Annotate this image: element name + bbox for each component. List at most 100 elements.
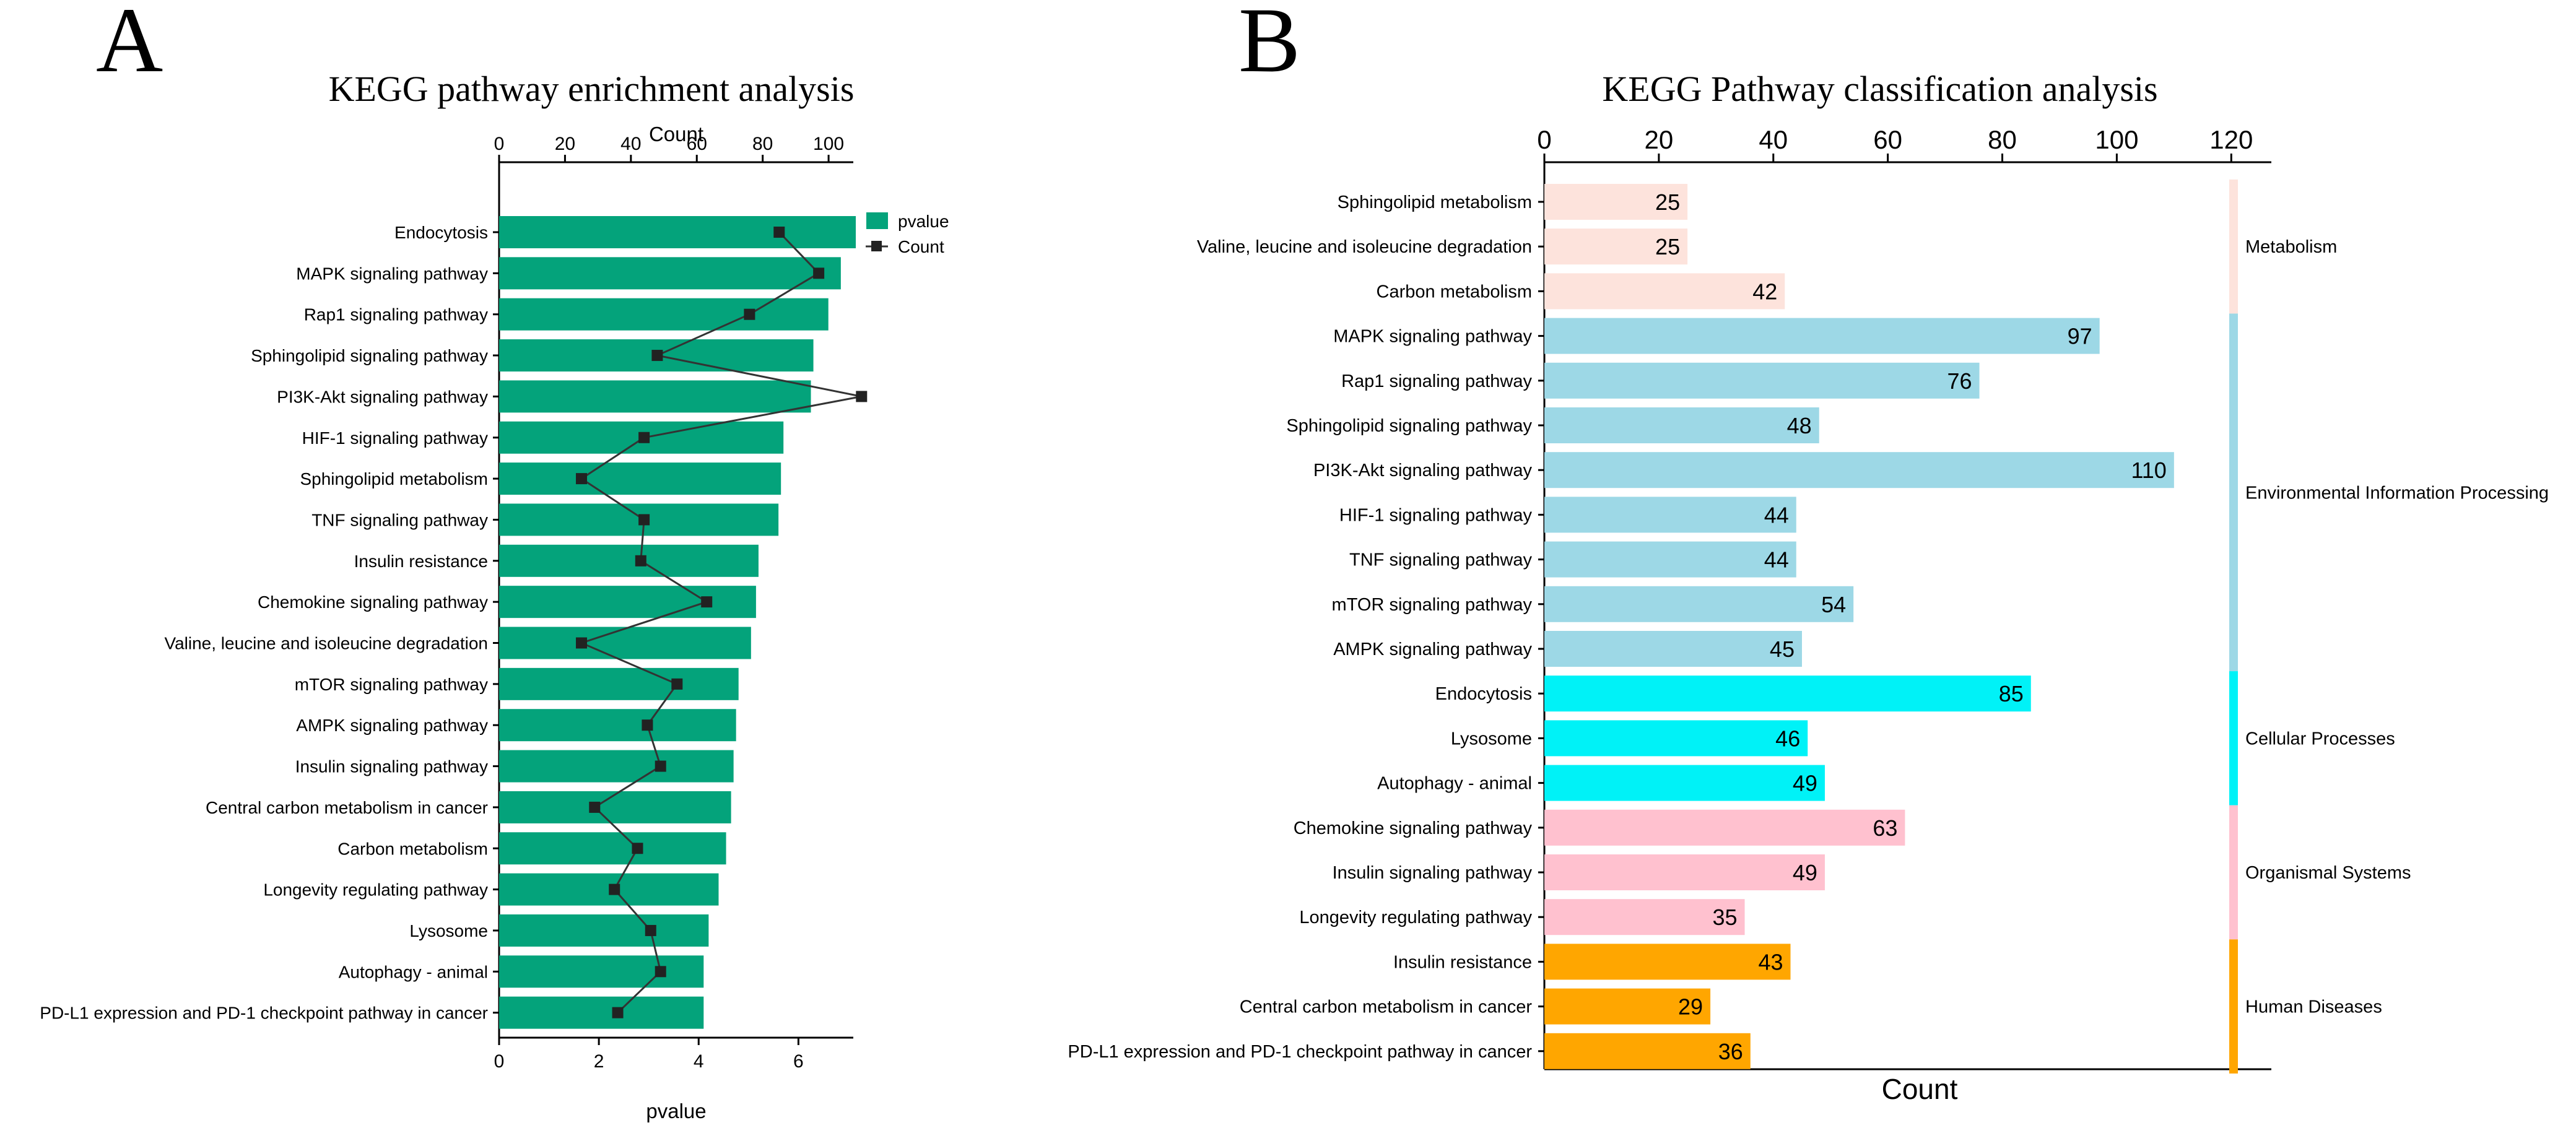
panel-a-category-label: Longevity regulating pathway — [263, 880, 488, 900]
panel-a-label: A — [96, 0, 163, 92]
panel-b-bar — [1544, 362, 1980, 399]
panel-a-bar — [499, 298, 829, 331]
panel-b-bar — [1544, 184, 1688, 220]
panel-a-count-marker — [576, 473, 588, 485]
panel-b-bar — [1544, 809, 1905, 846]
panel-b-bar — [1544, 899, 1745, 935]
panel-a-count-marker — [609, 883, 620, 895]
panel-b-value-label: 76 — [1947, 368, 1972, 394]
panel-b-value-label: 35 — [1712, 905, 1737, 930]
panel-a-bar — [499, 667, 739, 700]
panel-b-value-label: 25 — [1655, 189, 1680, 215]
panel-b-tick-label: 60 — [1873, 125, 1902, 154]
panel-b-category-label: Carbon metabolism — [1377, 282, 1532, 302]
panel-b-value-label: 44 — [1764, 502, 1789, 527]
panel-b-group-strip-segment — [2229, 313, 2238, 672]
panel-a-category-label: Endocytosis — [394, 223, 488, 242]
panel-a-bottom-tick-label: 6 — [793, 1051, 804, 1072]
panel-b-bar — [1544, 318, 2100, 354]
panel-b-group-label: Metabolism — [2245, 237, 2337, 257]
panel-a-title: KEGG pathway enrichment analysis — [329, 69, 855, 109]
legend-count-label: Count — [898, 237, 944, 256]
panel-b-group-strip: Metabolism Environmental Information Proc… — [2229, 179, 2549, 1074]
panel-a-bottom-axis-label: pvalue — [646, 1100, 706, 1122]
panel-a-category-label: AMPK signaling pathway — [296, 716, 488, 735]
panel-a-count-marker — [645, 924, 656, 936]
panel-a-count-marker — [589, 801, 601, 813]
panel-a-count-line — [576, 227, 868, 1018]
panel-a-bar — [499, 914, 709, 947]
panel-b-axes: 0 20 40 60 80 100 120 — [1537, 125, 2271, 1070]
panel-b-group-label: Cellular Processes — [2245, 729, 2395, 749]
panel-a-count-marker — [635, 555, 646, 566]
panel-b-category-label: Endocytosis — [1435, 684, 1532, 704]
panel-b-bar — [1544, 407, 1819, 443]
panel-b-value-label: 46 — [1775, 726, 1800, 751]
panel-b-category-label: mTOR signaling pathway — [1332, 595, 1533, 615]
panel-b-group-strip-segment — [2229, 671, 2238, 805]
panel-b-value-label: 54 — [1821, 592, 1846, 617]
panel-b-value-label: 63 — [1873, 815, 1897, 841]
panel-a-top-tick-label: 60 — [687, 134, 707, 154]
panel-a-bar — [499, 544, 759, 577]
panel-b-value-label: 97 — [2068, 324, 2092, 349]
panel-a-bar — [499, 750, 734, 783]
panel-a-top-axis-label: Count — [649, 123, 703, 145]
panel-b-bar — [1544, 631, 1802, 667]
panel-b-value-label: 25 — [1655, 234, 1680, 259]
panel-a-category-label: Carbon metabolism — [337, 839, 488, 858]
panel-b-value-label: 49 — [1793, 771, 1817, 796]
panel-b-bar — [1544, 854, 1825, 890]
panel-b-category-label: Valine, leucine and isoleucine degradati… — [1197, 237, 1532, 257]
panel-a-bottom-tick-label: 2 — [594, 1051, 604, 1072]
panel-b-bar — [1544, 541, 1796, 578]
panel-b-bar — [1544, 228, 1688, 265]
panel-b-group-label: Organismal Systems — [2245, 863, 2411, 883]
panel-a-count-marker — [856, 391, 868, 402]
panel-b-value-label: 43 — [1758, 949, 1783, 975]
panel-a-category-label: Lysosome — [409, 921, 488, 940]
panel-b-category-label: HIF-1 signaling pathway — [1339, 505, 1533, 525]
panel-a-count-marker — [773, 227, 785, 238]
legend-pvalue-label: pvalue — [898, 212, 949, 231]
panel-a-top-tick-label: 80 — [752, 134, 773, 154]
panel-b-value-label: 29 — [1678, 994, 1703, 1020]
panel-a-category-label: TNF signaling pathway — [311, 510, 488, 529]
panel-b-value-label: 85 — [1999, 681, 2024, 706]
panel-b-category-label: Sphingolipid signaling pathway — [1286, 416, 1532, 436]
panel-a-count-series-line — [578, 231, 862, 1014]
panel-b-category-label: Insulin signaling pathway — [1333, 863, 1533, 883]
panel-a-category-label: MAPK signaling pathway — [296, 264, 488, 283]
panel-b-value-label: 36 — [1718, 1039, 1743, 1064]
panel-b-group-label: Environmental Information Processing — [2245, 483, 2549, 503]
panel-b-category-label: Central carbon metabolism in cancer — [1240, 997, 1533, 1017]
panel-b-category-label: Insulin resistance — [1393, 952, 1532, 972]
panel-a-count-marker — [576, 637, 588, 649]
legend-pvalue-swatch — [866, 212, 888, 229]
panel-a-count-marker — [701, 596, 713, 608]
panel-b-value-label: 49 — [1793, 860, 1817, 885]
panel-b-bar — [1544, 497, 1796, 533]
panel-a-bar — [499, 257, 841, 290]
panel-b-category-labels: Sphingolipid metabolism Valine, leucine a… — [1068, 193, 1532, 1062]
panel-a-bar — [499, 955, 704, 988]
panel-a-bars — [499, 216, 856, 1029]
panel-b-category-label: Autophagy - animal — [1377, 774, 1532, 794]
panel-a-count-marker — [638, 514, 650, 526]
panel-a-count-marker — [642, 719, 653, 731]
panel-b-group-strip-segment — [2229, 939, 2238, 1074]
panel-b-axis-label: Count — [1882, 1073, 1958, 1105]
panel-b-title: KEGG Pathway classification analysis — [1602, 69, 2157, 109]
panel-a-category-label: Valine, leucine and isoleucine degradati… — [164, 634, 488, 653]
panel-a-category-label: Sphingolipid metabolism — [300, 469, 488, 488]
panel-b-bar — [1544, 1033, 1751, 1069]
panel-b-group-strip-segment — [2229, 805, 2238, 940]
panel-b-group-label: Human Diseases — [2245, 997, 2382, 1017]
panel-a-top-tick-label: 100 — [813, 134, 844, 154]
panel-a-bottom-tick-label: 0 — [494, 1051, 505, 1072]
panel-b-tick-label: 100 — [2095, 125, 2138, 154]
panel-b-tick-label: 120 — [2209, 125, 2253, 154]
panel-b-value-label: 44 — [1764, 547, 1789, 573]
